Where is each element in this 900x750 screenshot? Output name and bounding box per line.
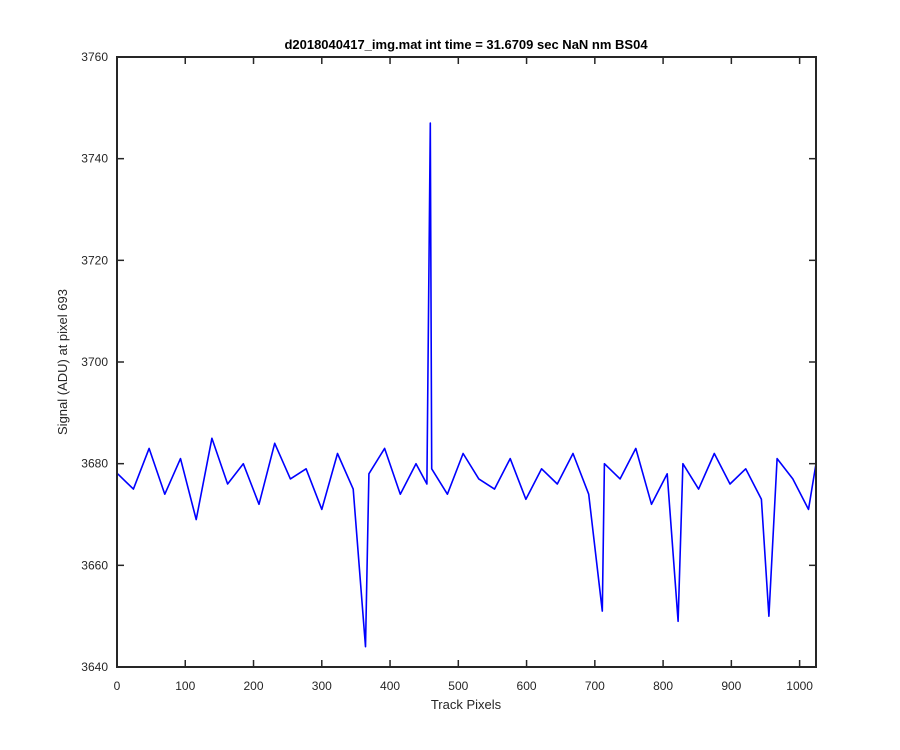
- y-tick-label: 3680: [81, 457, 108, 471]
- x-tick-label: 300: [312, 679, 332, 693]
- x-tick-label: 700: [585, 679, 605, 693]
- y-tick-label: 3640: [81, 660, 108, 674]
- y-axis-label: Signal (ADU) at pixel 693: [55, 289, 70, 435]
- plot-area: [117, 57, 816, 667]
- x-tick-label: 800: [653, 679, 673, 693]
- y-tick-label: 3720: [81, 253, 108, 267]
- series-layer: [117, 122, 817, 648]
- x-tick-label: 0: [114, 679, 121, 693]
- x-tick-label: 1000: [786, 679, 813, 693]
- chart-title: d2018040417_img.mat int time = 31.6709 s…: [284, 37, 648, 52]
- x-axis-label: Track Pixels: [431, 697, 502, 712]
- y-tick-label: 3660: [81, 558, 108, 572]
- x-tick-label: 500: [448, 679, 468, 693]
- y-tick-label: 3740: [81, 152, 108, 166]
- x-tick-label: 600: [517, 679, 537, 693]
- x-tick-label: 100: [175, 679, 195, 693]
- y-tick-label: 3700: [81, 355, 108, 369]
- x-tick-label: 400: [380, 679, 400, 693]
- y-tick-label: 3760: [81, 50, 108, 64]
- x-tick-label: 900: [721, 679, 741, 693]
- series-line-0: [117, 122, 817, 648]
- x-tick-label: 200: [244, 679, 264, 693]
- tick-layer: 0 100 200 300 400 500 600 700 800 900 1000 3640 3660…: [81, 50, 816, 693]
